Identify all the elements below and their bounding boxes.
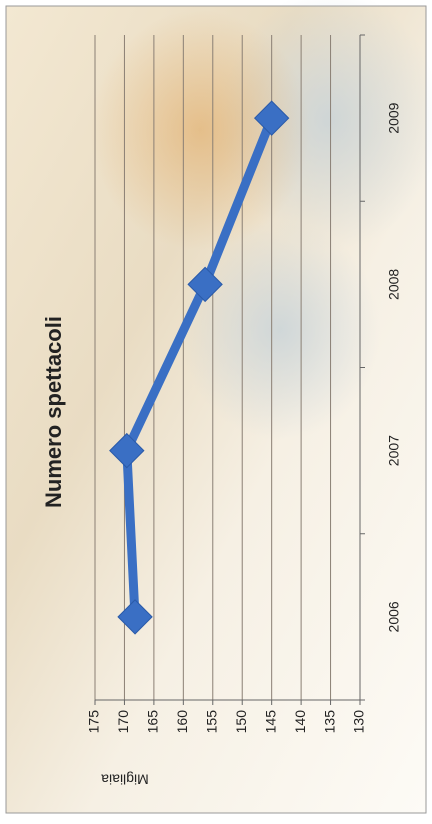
y-tick-label: 145 [262, 710, 278, 734]
background-shape [180, 220, 380, 440]
marker [253, 100, 290, 136]
axis-label: Migliaia [101, 771, 149, 787]
y-tick-label: 135 [321, 710, 337, 734]
chart-title: Numero spettacoli [41, 316, 66, 508]
marker [117, 599, 153, 635]
y-tick-label: 170 [115, 710, 131, 734]
y-tick-label: 155 [203, 710, 219, 734]
x-tick-label: 2009 [386, 102, 402, 133]
marker [109, 432, 145, 469]
x-tick-label: 2006 [386, 601, 402, 632]
y-tick-label: 130 [351, 710, 367, 734]
line [122, 116, 276, 618]
y-tick-label: 165 [145, 710, 161, 734]
marker [187, 266, 223, 303]
x-tick-label: 2008 [386, 269, 402, 300]
y-tick-label: 140 [292, 710, 308, 734]
y-tick-label: 160 [174, 710, 190, 734]
y-tick-label: 150 [233, 710, 249, 734]
x-tick-label: 2007 [386, 435, 402, 466]
background-shape [90, 10, 310, 250]
y-tick-label: 175 [86, 710, 102, 734]
